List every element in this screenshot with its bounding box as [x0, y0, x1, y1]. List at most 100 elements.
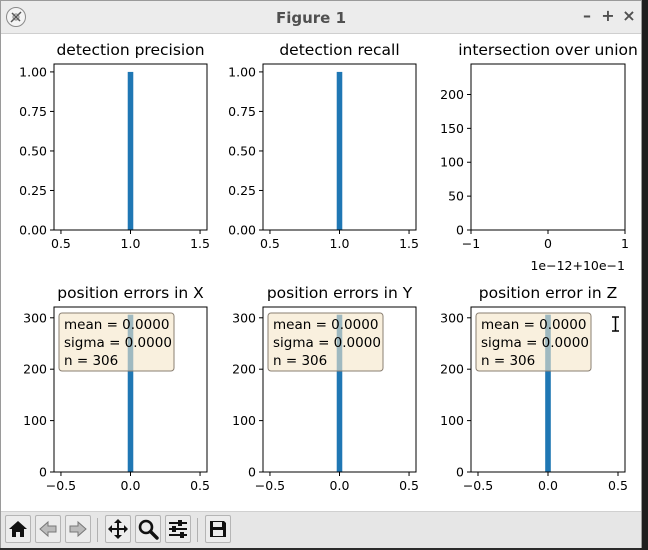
zoom-icon — [138, 519, 159, 540]
pan-button[interactable] — [105, 515, 131, 543]
y-tick-label: 100 — [232, 413, 256, 428]
stats-line: n = 306 — [64, 353, 118, 369]
x-tick-label: 0.0 — [330, 478, 350, 493]
stats-line: n = 306 — [481, 353, 535, 369]
y-tick-label: 0 — [456, 223, 464, 238]
window-title: Figure 1 — [275, 9, 347, 27]
subplot-title: intersection over union — [458, 41, 638, 59]
home-icon — [9, 521, 27, 537]
x-tick-label: 0.5 — [608, 478, 628, 493]
stats-line: mean = 0.0000 — [481, 317, 586, 333]
back-icon — [39, 520, 57, 538]
y-tick-label: 150 — [440, 121, 464, 136]
title-bar[interactable]: Figure 1 – + × — [1, 1, 641, 34]
x-tick-label: −0.5 — [46, 478, 76, 493]
x-tick-label: −0.5 — [463, 478, 493, 493]
axes-frame — [470, 63, 626, 231]
y-tick-label: 100 — [440, 413, 464, 428]
subplot-1: detection precision 0.00 0.25 0.50 0.75 1.00 0… — [19, 41, 210, 251]
histogram-bar — [127, 314, 134, 472]
app-icon — [6, 7, 26, 27]
y-tick-label: 0.75 — [19, 104, 47, 119]
navigation-toolbar — [1, 511, 641, 548]
close-button[interactable]: × — [622, 6, 636, 25]
x-tick-label: 0.0 — [121, 478, 141, 493]
y-tick-label: 0.75 — [228, 104, 256, 119]
y-tick-label: 0.00 — [228, 223, 256, 238]
histogram-bar — [336, 71, 343, 231]
x-tick-label: 0.0 — [538, 478, 558, 493]
text-cursor-icon — [612, 316, 619, 332]
subplot-title: position errors in Y — [267, 284, 413, 302]
x-tick-label: 0 — [544, 236, 552, 251]
figure-svg: detection precision0.000.250.500.751.000… — [19, 41, 638, 493]
stats-line: sigma = 0.0000 — [273, 335, 381, 351]
y-tick-label: 0.25 — [19, 183, 47, 198]
x-tick-label: 0.5 — [190, 478, 210, 493]
stats-box — [267, 312, 384, 372]
y-tick-label: 300 — [440, 310, 464, 325]
y-tick-label: 0.50 — [19, 143, 47, 158]
y-tick-label: 0 — [456, 465, 464, 480]
zoom-button[interactable] — [135, 515, 161, 543]
minimize-button[interactable]: – — [583, 6, 591, 25]
stats-box — [58, 312, 175, 372]
histogram-bar — [545, 314, 551, 472]
x-tick-label: 0.5 — [399, 478, 419, 493]
home-button[interactable] — [5, 515, 31, 543]
x-tick-label: 1.5 — [399, 236, 419, 251]
subplot-5: position errors in Y 0 100 200 300 −0.5 0.0 0.5… — [232, 284, 419, 493]
y-tick-label: 200 — [440, 87, 464, 102]
x-tick-label: −0.5 — [255, 478, 285, 493]
stats-line: sigma = 0.0000 — [481, 335, 589, 351]
x-tick-label: 1 — [621, 236, 629, 251]
toolbar-separator — [97, 518, 98, 542]
subplot-title: detection precision — [56, 41, 204, 59]
subplot-title: detection recall — [279, 41, 399, 59]
maximize-button[interactable]: + — [601, 6, 615, 25]
y-tick-label: 0 — [39, 465, 47, 480]
y-tick-label: 1.00 — [228, 64, 256, 79]
y-tick-label: 0 — [248, 465, 256, 480]
stats-box — [475, 312, 592, 372]
save-icon — [210, 521, 226, 537]
y-tick-label: 100 — [440, 155, 464, 170]
x-tick-label: 1.0 — [330, 236, 350, 251]
y-tick-label: 200 — [23, 362, 47, 377]
back-button[interactable] — [35, 515, 61, 543]
y-tick-label: 0.25 — [228, 183, 256, 198]
histogram-bar — [336, 314, 343, 472]
configure-subplots-button[interactable] — [165, 515, 191, 543]
subplot-title: position errors in X — [57, 284, 204, 302]
subplot-2: detection recall 0.00 0.25 0.50 0.75 1.00 0.5 1… — [228, 41, 419, 251]
x-tick-label: 0.5 — [51, 236, 71, 251]
y-tick-label: 0.50 — [228, 143, 256, 158]
stats-line: sigma = 0.0000 — [64, 335, 172, 351]
y-tick-label: 200 — [440, 362, 464, 377]
background-edge — [640, 0, 648, 550]
y-tick-label: 0.00 — [19, 223, 47, 238]
x-tick-label: 0.5 — [260, 236, 280, 251]
save-button[interactable] — [205, 515, 231, 543]
stats-line: n = 306 — [273, 353, 327, 369]
subplot-4: position errors in X 0 100 200 300 −0.5 0.0 0.5… — [23, 284, 210, 493]
pan-icon — [108, 519, 128, 539]
subplot-6: position error in Z 0 100 200 300 −0.5 0.0 0.5 m… — [440, 284, 628, 493]
x-tick-label: 1.5 — [190, 236, 210, 251]
stats-line: mean = 0.0000 — [64, 317, 169, 333]
y-tick-label: 50 — [448, 189, 464, 204]
stats-line: mean = 0.0000 — [273, 317, 378, 333]
y-tick-label: 100 — [23, 413, 47, 428]
toolbar-separator — [197, 518, 198, 542]
y-tick-label: 300 — [23, 310, 47, 325]
x-tick-label: −1 — [462, 236, 480, 251]
x-offset-label: 1e−12+10e−1 — [530, 258, 625, 273]
y-tick-label: 1.00 — [19, 64, 47, 79]
forward-icon — [69, 520, 87, 538]
y-tick-label: 200 — [232, 362, 256, 377]
figure-canvas[interactable]: detection precision 0.00 0.25 0.50 0.75 1.00 0… — [1, 34, 641, 510]
y-tick-label: 300 — [232, 310, 256, 325]
forward-button[interactable] — [65, 515, 91, 543]
